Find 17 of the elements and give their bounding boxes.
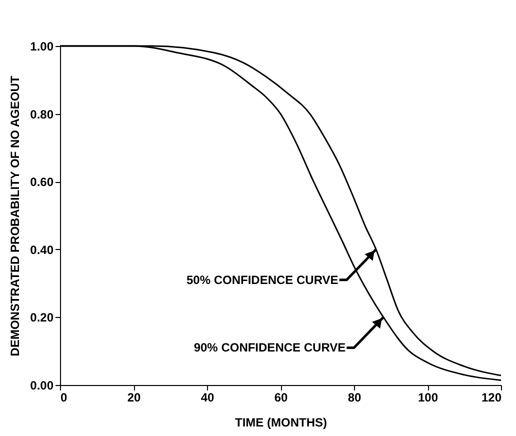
annotation: 90% CONFIDENCE CURVE <box>194 340 346 355</box>
x-tick-label: 60 <box>274 390 288 404</box>
x-tick-label: 100 <box>418 390 438 404</box>
y-tick-label: 0.80 <box>30 107 54 122</box>
y-tick-label: 0.40 <box>30 242 54 257</box>
x-tick-label: 120 <box>481 390 502 404</box>
y-tick-label: 0.00 <box>30 378 54 392</box>
x-axis-title: TIME (MONTHS) <box>235 416 327 430</box>
y-axis-title: DEMONSTRATED PROBABILITY OF NO AGEOUT <box>8 75 22 356</box>
y-tick-label: 0.60 <box>30 175 54 190</box>
y-tick-label: 1.00 <box>30 40 54 54</box>
y-tick-label: 0.20 <box>30 310 54 325</box>
x-tick-label: 80 <box>348 390 362 404</box>
x-tick-label: 40 <box>200 390 214 404</box>
x-tick-label: 20 <box>127 390 141 404</box>
annotation: 50% CONFIDENCE CURVE <box>186 272 338 287</box>
x-tick-label: 0 <box>60 390 68 404</box>
